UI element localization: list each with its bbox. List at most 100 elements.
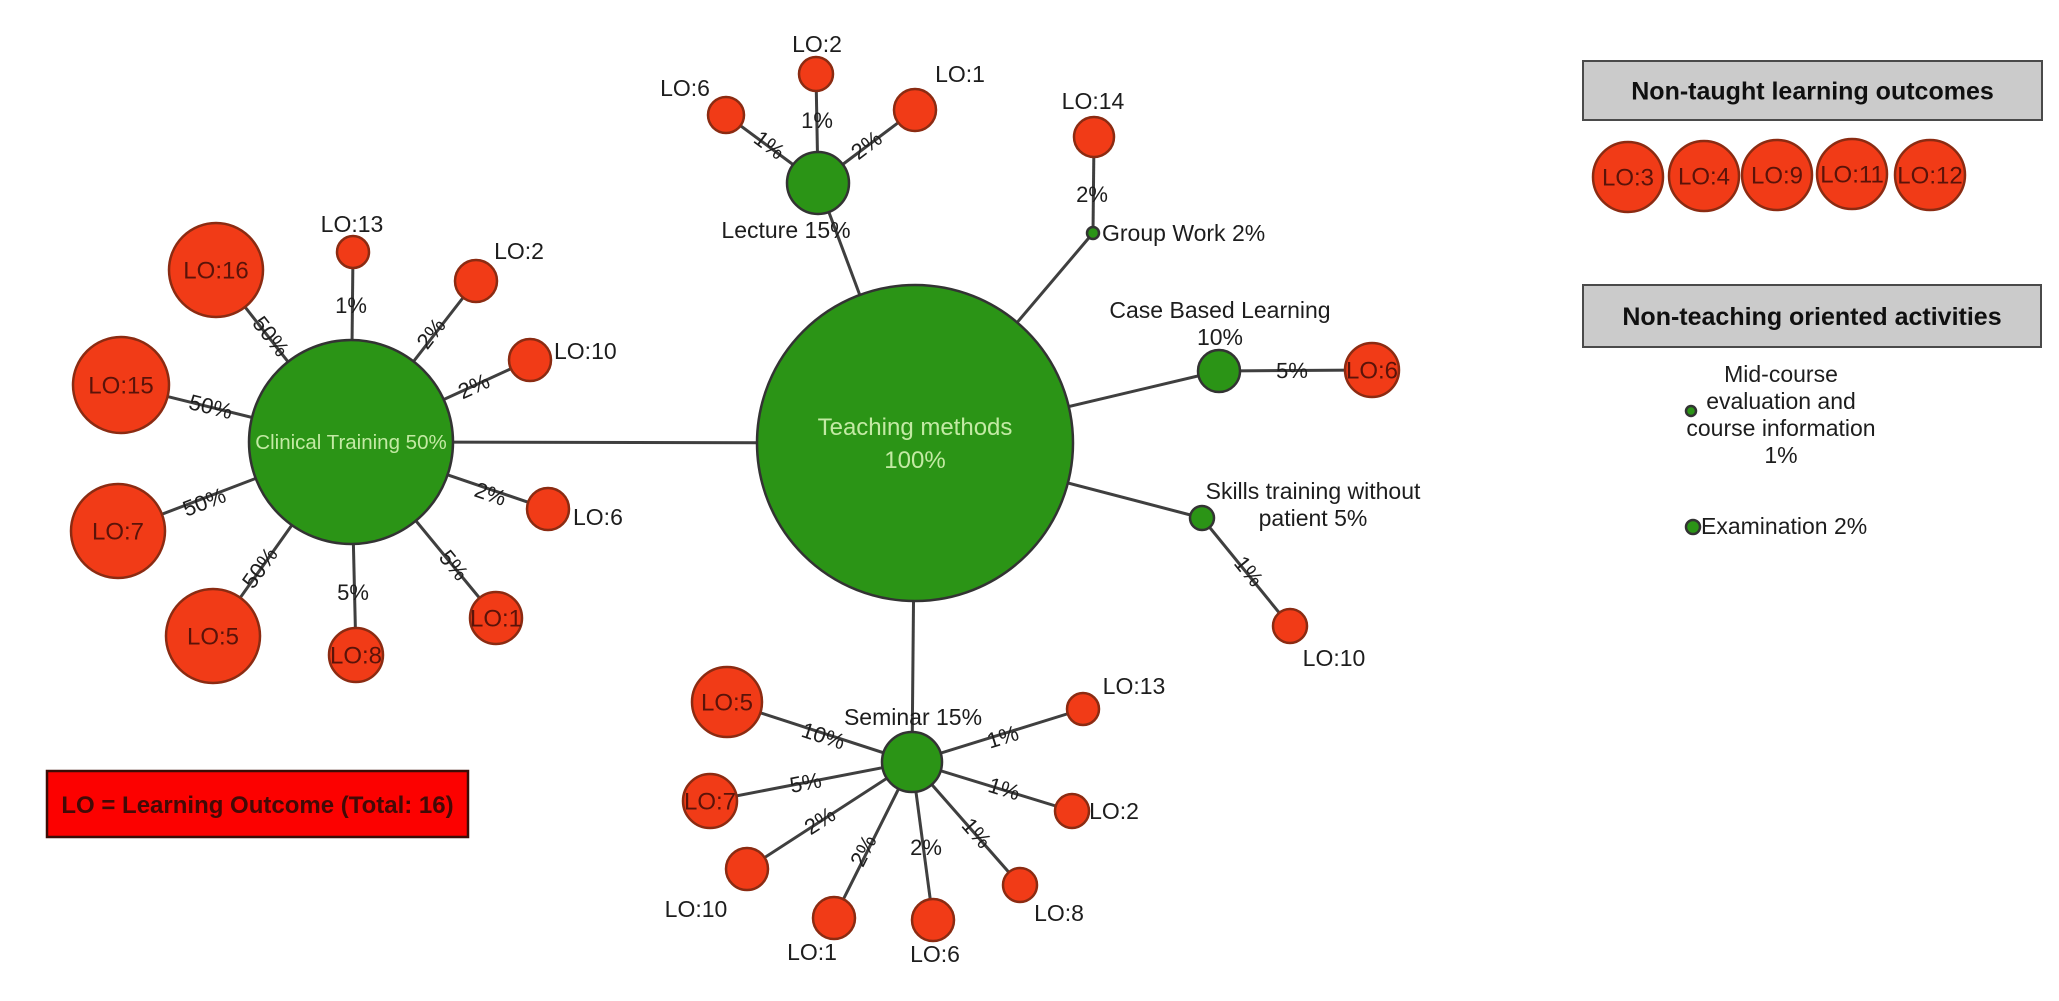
node-panel-lo11-circle [1815,137,1889,211]
node-label-line: LO:10 [554,338,617,364]
node-teaching-methods-label: Teaching methods 100% [818,414,1013,474]
node-label-line: LO:6 [1346,357,1398,384]
node-seminar-lo6-label: LO:6 [910,941,960,967]
node-seminar-lo1-label: LO:1 [787,939,837,965]
node-lecture-lo1-circle [892,87,938,133]
edge-14-label: 2% [800,802,840,840]
node-panel-lo12-label: LO:12 [1897,162,1962,189]
edge-19-label: 1% [984,720,1022,753]
node-label-line: 100% [884,447,945,474]
node-label-line: evaluation and [1706,388,1856,414]
node-label-line: 10% [1197,324,1243,350]
node-label-line: LO:14 [1062,88,1125,114]
node-lecture-lo1-label: LO:1 [935,61,985,87]
node-seminar-lo8-label: LO:8 [1034,900,1084,926]
node-cbl-lo6-label: LO:6 [1346,357,1398,384]
node-teaching-methods-circle [755,283,1075,603]
node-examination-label: Examination 2% [1701,513,1867,539]
node-label-line: patient 5% [1259,505,1368,531]
node-seminar-lo6-circle [910,897,956,943]
node-lecture-lo2-circle [797,55,835,93]
node-label-line: LO:11 [1820,161,1884,188]
edge-11 [1200,517,1292,627]
node-groupwork-lo14-circle [1072,115,1116,159]
node-clinical-lo8-label: LO:8 [330,642,382,669]
node-label-line: LO:3 [1602,164,1654,191]
edge-12-label: 10% [799,717,849,754]
node-clinical-lo6-circle [525,486,571,532]
node-label-line: Seminar 15% [844,704,982,730]
node-seminar-lo8-circle [1001,866,1039,904]
edge-16-label: 2% [910,835,942,860]
node-seminar-lo13-label: LO:13 [1103,673,1166,699]
node-cbl-lo6-circle [1343,341,1401,399]
node-midcourse-evaluation-dot [1684,404,1698,418]
node-groupwork-lo14-label: LO:14 [1062,88,1125,114]
node-seminar-lo7-label: LO:7 [684,788,736,815]
node-examination-dot [1684,518,1702,536]
non-taught-header-box [1582,60,2043,121]
node-label-line: 1% [1764,442,1797,468]
node-group-work-dot [1085,225,1101,241]
lo-legend-text: LO = Learning Outcome (Total: 16) [61,792,453,819]
node-label-line: LO:4 [1678,163,1730,190]
node-seminar-lo5-label: LO:5 [701,689,753,716]
node-panel-lo9-label: LO:9 [1751,162,1803,189]
edge-21-label: 1% [335,293,367,318]
node-label-line: LO:6 [573,504,623,530]
node-seminar-lo10-label: LO:10 [665,896,728,922]
node-label-line: LO:1 [935,61,985,87]
node-seminar-circle [880,730,944,794]
node-clinical-lo2-circle [453,258,499,304]
node-clinical-lo1-label: LO:1 [470,605,522,632]
node-clinical-training-label: Clinical Training 50% [255,431,446,454]
node-label-line: LO:13 [1103,673,1166,699]
edge-18-label: 1% [985,772,1023,805]
node-seminar-lo10-circle [724,846,770,892]
node-midcourse-evaluation-label: Mid-course evaluation and course informati… [1686,361,1875,468]
node-clinical-lo8-circle [327,626,385,684]
node-label-line: LO:8 [330,642,382,669]
node-case-based-learning-circle [1196,348,1242,394]
edge-13 [709,760,913,803]
node-label-line: LO:5 [701,689,753,716]
node-label-line: course information [1686,415,1875,441]
node-panel-lo4-label: LO:4 [1678,163,1730,190]
node-label-line: Skills training without [1206,478,1421,504]
edge-24-label: 2% [454,368,493,404]
node-label-line: Examination 2% [1701,513,1867,539]
node-seminar-lo13-circle [1065,691,1101,727]
node-clinical-training-circle [247,338,455,546]
edge-26-label: 2% [471,477,509,511]
node-clinical-lo5-label: LO:5 [187,623,239,650]
node-case-based-learning-label: Case Based Learning 10% [1109,297,1330,350]
node-label-line: LO:1 [787,939,837,965]
node-label-line: LO:13 [321,211,384,237]
node-seminar-lo5-circle [690,665,764,739]
edge-9-label: 2% [1076,182,1108,207]
node-skills-training-label: Skills training without patient 5% [1206,478,1421,531]
node-clinical-lo7-label: LO:7 [92,518,144,545]
node-seminar-lo2-label: LO:2 [1089,798,1139,824]
node-clinical-lo6-label: LO:6 [573,504,623,530]
node-clinical-lo7-circle [69,482,167,580]
non-teaching-header-box [1582,284,2042,348]
node-label-line: LO:5 [187,623,239,650]
node-skills-lo10-circle [1271,607,1309,645]
node-clinical-lo10-circle [507,337,553,383]
node-lecture-lo2-label: LO:2 [792,31,842,57]
node-label-line: Group Work 2% [1102,220,1265,246]
edge-28-label: 5% [337,580,369,605]
node-panel-lo3-label: LO:3 [1602,164,1654,191]
node-lecture-lo6-label: LO:6 [660,75,710,101]
node-panel-lo4-circle [1667,139,1741,213]
edge-7-label: 1% [801,108,833,133]
node-clinical-lo1-circle [468,590,524,646]
node-clinical-lo13-circle [335,234,371,270]
non-teaching-header-text: Non-teaching oriented activities [1622,303,2001,331]
node-lecture-circle [785,150,851,216]
node-lecture-label: Lecture 15% [721,217,850,243]
node-clinical-lo15-circle [71,335,171,435]
